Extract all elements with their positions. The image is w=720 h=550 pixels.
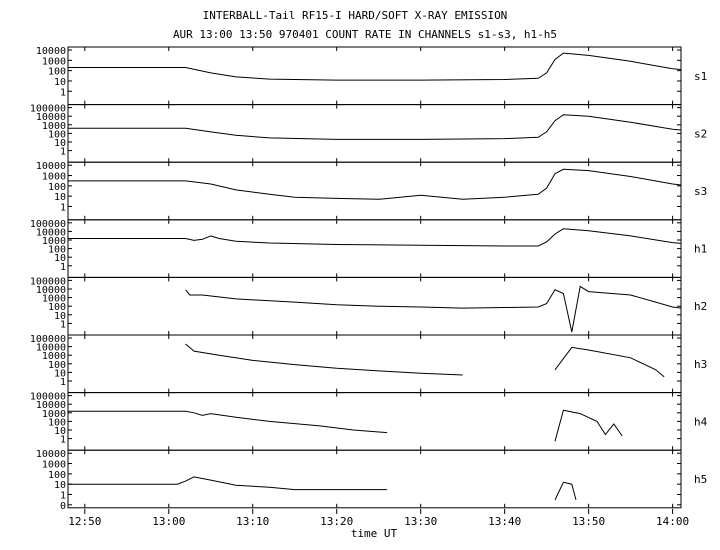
y-tick-label: 10 <box>54 426 66 437</box>
series-line-s2 <box>68 114 682 140</box>
y-tick-label: 10000 <box>36 285 66 296</box>
panel-frame-h1 <box>67 219 682 278</box>
panel-label-h4: h4 <box>694 415 708 428</box>
series-line-h1 <box>68 228 682 247</box>
y-tick-label: 10000 <box>36 227 66 238</box>
y-tick-label: 100000 <box>30 219 66 230</box>
y-tick-label: 1000 <box>42 56 66 67</box>
y-tick-label: 1000 <box>42 236 66 247</box>
series-line-h3 <box>185 343 665 378</box>
panel-frame-h3 <box>67 334 682 394</box>
y-tick-label: 10000 <box>36 449 66 460</box>
y-tick-label: 10 <box>54 77 66 88</box>
y-tick-label: 100 <box>48 360 66 371</box>
x-axis-label: time UT <box>351 527 398 540</box>
y-tick-label: 1 <box>60 202 66 213</box>
y-tick-label: 1 <box>60 319 66 330</box>
y-tick-label: 1000 <box>42 409 66 420</box>
panel-frame-h4 <box>67 392 682 451</box>
y-tick-label: 100 <box>48 302 66 313</box>
x-tick-label: 14:00 <box>656 515 689 528</box>
chart-title: INTERBALL-Tail RF15-I HARD/SOFT X-RAY EM… <box>203 9 508 22</box>
y-tick-label: 10 <box>54 253 66 264</box>
y-tick-label: 10000 <box>36 343 66 354</box>
y-tick-label: 100 <box>48 417 66 428</box>
x-tick-label: 13:00 <box>152 515 185 528</box>
panel-frame-h5 <box>67 449 682 509</box>
y-tick-label: 10 <box>54 480 66 491</box>
series-line-h2 <box>185 285 682 333</box>
y-tick-label: 1000 <box>42 121 66 132</box>
y-tick-label: 10 <box>54 192 66 203</box>
y-tick-label: 100000 <box>30 276 66 287</box>
panel-label-s3: s3 <box>694 185 707 198</box>
y-tick-label: 1 <box>60 490 66 501</box>
x-tick-label: 13:20 <box>320 515 353 528</box>
chart-subtitle: AUR 13:00 13:50 970401 COUNT RATE IN CHA… <box>173 28 557 41</box>
series-line-s1 <box>68 52 682 81</box>
y-tick-label: 100 <box>48 182 66 193</box>
y-tick-label: 10 <box>54 311 66 322</box>
y-tick-label: 10000 <box>36 46 66 57</box>
panels-group: 100001000100101s1100000100001000100101s2… <box>30 46 708 512</box>
y-tick-label: 1000 <box>42 294 66 305</box>
panel-label-h1: h1 <box>694 243 707 256</box>
y-tick-label: 1 <box>60 262 66 273</box>
y-tick-label: 1 <box>60 377 66 388</box>
y-tick-label: 100 <box>48 67 66 78</box>
y-tick-label: 10 <box>54 368 66 379</box>
y-tick-label: 1 <box>60 435 66 446</box>
panel-label-s1: s1 <box>694 70 707 83</box>
y-tick-label: 100000 <box>30 392 66 403</box>
panel-label-h2: h2 <box>694 300 707 313</box>
y-tick-label: 1000 <box>42 460 66 471</box>
y-tick-label: 0 <box>60 501 66 512</box>
panel-frame-s2 <box>67 104 682 163</box>
y-tick-label: 100 <box>48 470 66 481</box>
panel-label-h5: h5 <box>694 473 707 486</box>
y-tick-label: 1000 <box>42 351 66 362</box>
series-line-h4 <box>68 409 623 442</box>
y-tick-label: 10000 <box>36 400 66 411</box>
y-tick-label: 10000 <box>36 112 66 123</box>
y-tick-label: 100000 <box>30 334 66 345</box>
series-line-h5 <box>68 476 577 501</box>
panel-label-s2: s2 <box>694 127 707 140</box>
x-tick-label: 13:10 <box>236 515 269 528</box>
y-tick-label: 10000 <box>36 161 66 172</box>
y-tick-label: 1 <box>60 147 66 158</box>
y-tick-label: 100 <box>48 245 66 256</box>
panel-label-h3: h3 <box>694 358 707 371</box>
series-line-s3 <box>68 168 682 200</box>
x-tick-label: 12:50 <box>68 515 101 528</box>
x-axis: 12:50 13:00 13:10 13:20 13:30 13:40 13:50 14:00 <box>68 509 689 528</box>
y-tick-label: 10 <box>54 138 66 149</box>
x-tick-label: 13:40 <box>488 515 521 528</box>
x-tick-label: 13:30 <box>404 515 437 528</box>
y-tick-label: 1000 <box>42 172 66 183</box>
y-tick-label: 100000 <box>30 104 66 115</box>
y-tick-label: 100 <box>48 129 66 140</box>
x-tick-label: 13:50 <box>572 515 605 528</box>
y-tick-label: 1 <box>60 87 66 98</box>
